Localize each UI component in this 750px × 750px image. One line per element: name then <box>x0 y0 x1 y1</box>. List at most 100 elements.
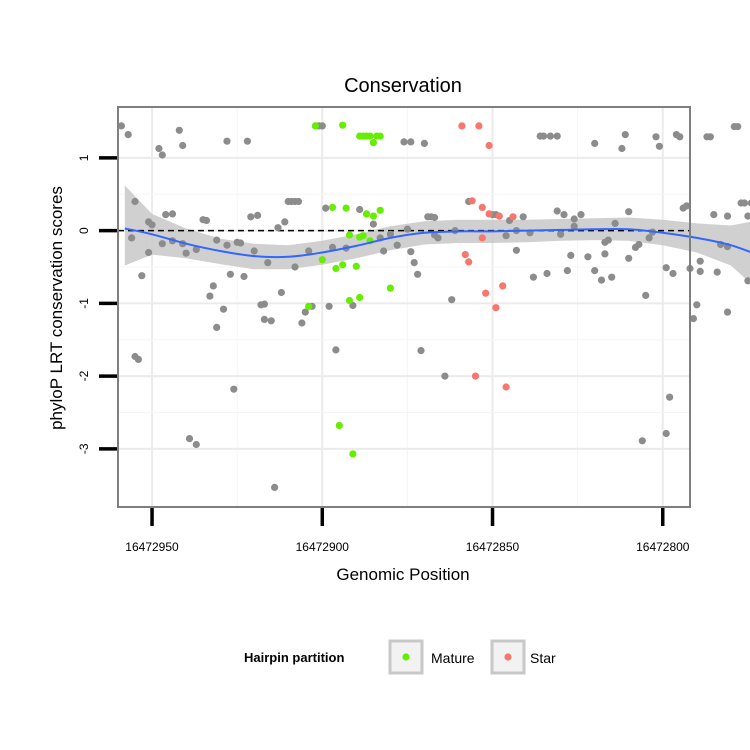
data-point-mature <box>349 450 357 458</box>
data-point-other <box>546 132 555 140</box>
data-point-star <box>471 372 480 380</box>
data-point-other <box>441 372 449 380</box>
data-point-other <box>713 268 721 276</box>
data-point-other <box>543 269 551 278</box>
data-point-mature <box>376 206 384 214</box>
data-point-other <box>744 212 750 220</box>
data-point-star <box>461 251 469 259</box>
data-point-star <box>502 383 510 391</box>
data-point-other <box>577 211 585 219</box>
data-point-other <box>277 288 285 297</box>
data-point-other <box>305 247 313 255</box>
data-point-star <box>475 122 483 130</box>
data-point-other <box>386 230 394 238</box>
data-point-mature <box>345 231 354 239</box>
data-point-mature <box>369 139 377 147</box>
data-point-other <box>706 133 715 141</box>
data-point-other <box>567 251 575 259</box>
data-point-other <box>322 204 330 212</box>
data-point-other <box>134 355 142 363</box>
y-tick-label: 1 <box>77 154 91 161</box>
data-point-other <box>356 205 364 214</box>
data-point-other <box>260 300 268 308</box>
data-point-other <box>219 305 228 313</box>
data-point-mature <box>356 293 364 302</box>
data-point-other <box>553 132 561 140</box>
data-point-other <box>237 239 245 247</box>
legend-dot-mature <box>402 653 410 661</box>
y-axis-title: phyloP LRT conservation scores <box>47 186 66 430</box>
x-axis-title: Genomic Position <box>336 565 469 584</box>
data-point-other <box>247 213 255 221</box>
data-point-mature <box>356 233 364 241</box>
data-point-mature <box>311 122 320 130</box>
data-point-other <box>162 211 170 219</box>
data-point-other <box>155 144 163 153</box>
data-point-other <box>298 319 306 327</box>
data-point-other <box>669 269 677 278</box>
legend-label-mature: Mature <box>431 650 475 666</box>
data-point-other <box>192 440 200 449</box>
data-point-other <box>407 248 415 256</box>
data-point-other <box>608 273 616 281</box>
x-tick-label: 16472950 <box>125 540 179 554</box>
data-point-mature <box>339 261 347 269</box>
y-axis: 1 0 -1 -2 -3 <box>77 154 117 454</box>
y-tick-label: -1 <box>77 298 91 309</box>
data-point-other <box>604 236 612 244</box>
data-point-other <box>403 225 411 233</box>
data-point-other <box>417 347 425 355</box>
data-point-other <box>175 126 183 134</box>
data-point-mature <box>339 121 347 129</box>
data-point-other <box>560 211 568 219</box>
data-point-other <box>529 273 538 281</box>
data-point-other <box>601 250 609 258</box>
data-point-other <box>369 220 377 228</box>
data-point-other <box>638 437 646 445</box>
data-point-other <box>328 243 337 251</box>
data-point-mature <box>352 262 360 270</box>
data-point-other <box>192 245 200 254</box>
data-point-other <box>148 221 156 229</box>
data-point-other <box>158 240 166 248</box>
data-point-other <box>291 263 299 271</box>
data-point-other <box>597 276 606 284</box>
data-point-other <box>230 385 238 393</box>
chart-title: Conservation <box>344 75 462 97</box>
data-point-mature <box>386 284 394 292</box>
data-point-star <box>478 234 486 242</box>
data-point-other <box>128 234 136 242</box>
data-point-star <box>492 304 500 312</box>
data-point-other <box>662 429 670 438</box>
data-point-other <box>584 253 592 261</box>
data-point-other <box>652 133 660 141</box>
data-point-mature <box>305 302 313 310</box>
data-point-other <box>710 211 718 219</box>
data-point-other <box>168 210 177 218</box>
y-tick-label: 0 <box>77 227 91 234</box>
data-point-other <box>213 323 221 331</box>
data-point-other <box>611 219 619 227</box>
data-point-other <box>689 315 698 323</box>
data-point-other <box>250 247 258 255</box>
data-point-mature <box>376 132 384 140</box>
data-point-mature <box>335 421 343 430</box>
data-point-other <box>301 308 309 316</box>
data-point-other <box>642 291 650 299</box>
data-point-other <box>431 213 439 222</box>
data-point-other <box>693 301 701 309</box>
data-point-other <box>393 241 401 249</box>
data-point-other <box>434 234 442 242</box>
data-point-other <box>591 139 599 147</box>
data-point-other <box>635 240 643 249</box>
y-tick-label: -3 <box>77 443 91 454</box>
x-tick-label: 16472800 <box>636 540 690 554</box>
data-point-other <box>240 272 248 281</box>
data-point-other <box>325 302 333 310</box>
data-point-star <box>509 213 517 221</box>
data-point-star <box>499 282 507 290</box>
data-point-mature <box>332 264 340 273</box>
plot-panel <box>118 107 690 507</box>
data-point-other <box>407 138 415 146</box>
data-point-other <box>264 259 272 267</box>
